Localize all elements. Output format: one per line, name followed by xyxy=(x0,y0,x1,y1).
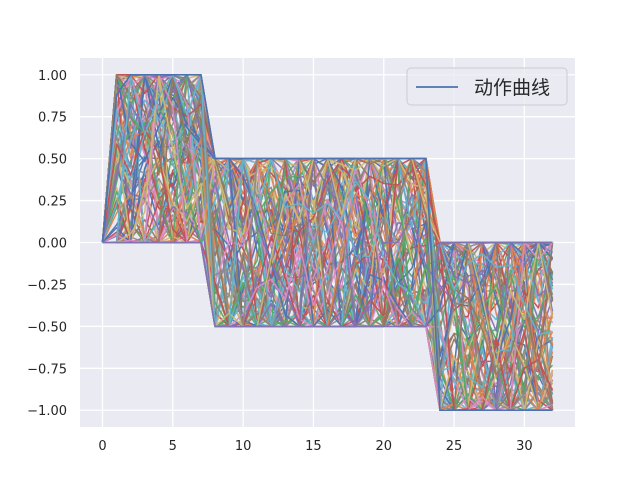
y-tick-labels: −1.00 −0.75 −0.50 −0.25 0.00 0.25 0.50 0.75 1.00 xyxy=(27,69,67,419)
y-tick-label-7: 0.75 xyxy=(38,111,67,126)
y-tick-label-2: −0.50 xyxy=(27,320,67,335)
series-group xyxy=(101,73,554,412)
series-line-116 xyxy=(102,74,554,411)
y-tick-label-1: −0.75 xyxy=(27,362,67,377)
legend-box xyxy=(406,67,568,106)
y-tick-label-5: 0.25 xyxy=(38,195,67,210)
legend: 动作曲线 xyxy=(406,67,568,106)
legend-label: 动作曲线 xyxy=(474,77,550,99)
envelope-line-upper xyxy=(101,73,553,412)
y-tick-label-6: 0.50 xyxy=(38,153,67,168)
x-tick-label-2: 10 xyxy=(235,439,252,454)
x-tick-labels: 0 5 10 15 20 25 30 xyxy=(98,439,532,454)
series-line-119 xyxy=(102,74,553,336)
y-tick-label-0: −1.00 xyxy=(27,404,67,419)
series-line-59 xyxy=(101,99,554,328)
x-tick-label-3: 15 xyxy=(305,439,322,454)
x-tick-label-5: 25 xyxy=(446,439,463,454)
y-tick-label-4: 0.00 xyxy=(38,237,67,252)
x-tick-label-1: 5 xyxy=(169,439,177,454)
envelope-line-lower xyxy=(102,241,553,328)
y-tick-label-3: −0.25 xyxy=(27,278,67,293)
y-tick-label-8: 1.00 xyxy=(38,69,67,84)
x-tick-label-6: 30 xyxy=(516,439,533,454)
x-tick-label-4: 20 xyxy=(375,439,392,454)
x-tick-label-0: 0 xyxy=(98,439,106,454)
series-line-86 xyxy=(102,74,553,411)
series-line-100 xyxy=(101,74,554,358)
